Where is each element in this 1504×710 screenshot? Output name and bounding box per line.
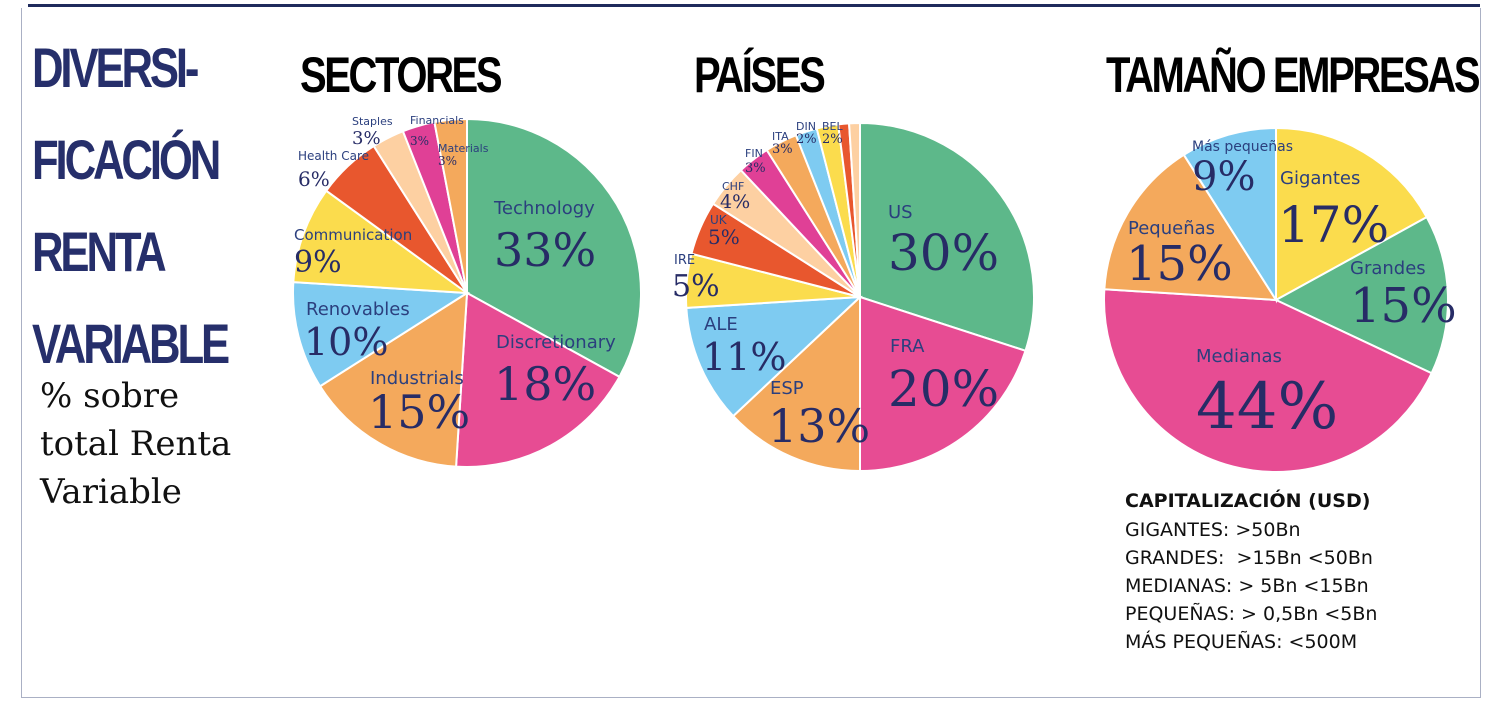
tamano-slice-pequenas bbox=[1103, 153, 1278, 302]
top-border bbox=[28, 4, 1480, 7]
paises-chart-title: PAÍSES bbox=[694, 47, 826, 103]
tamano-label-medianas: Medianas bbox=[1196, 346, 1282, 367]
paises-value-bel: 2% bbox=[822, 132, 843, 147]
paises-value-ire: 5% bbox=[672, 269, 720, 304]
tamano-label-mas-pequenas: Más pequeñas bbox=[1192, 139, 1293, 155]
tamano-slice-grandes bbox=[1273, 215, 1449, 375]
sectores-slice-discretionary bbox=[455, 291, 621, 469]
paises-label-ire: IRE bbox=[674, 253, 695, 268]
legend-line-mas-pequenas: MÁS PEQUEÑAS: <500M bbox=[1125, 631, 1358, 653]
sectores-label-financials: Financials bbox=[410, 114, 464, 127]
right-border bbox=[1480, 8, 1481, 698]
tamano-value-medianas: 44% bbox=[1196, 370, 1338, 444]
sectores-slice-industrials bbox=[318, 291, 469, 468]
capitalization-legend: CAPITALIZACIÓN (USD) GIGANTES: >50Bn GRA… bbox=[1125, 490, 1377, 659]
subtitle: % sobre total Renta Variable bbox=[40, 372, 270, 516]
paises-label-fra: FRA bbox=[890, 336, 925, 357]
sectores-value-industrials: 15% bbox=[368, 385, 470, 439]
sectores-slice-renovables bbox=[291, 281, 471, 388]
sectores-label-industrials: Industrials bbox=[370, 368, 464, 389]
paises-value-fin: 3% bbox=[745, 161, 766, 176]
tamano-value-grandes: 15% bbox=[1350, 278, 1457, 334]
paises-slice-us bbox=[859, 121, 1035, 353]
sectores-label-discretionary: Discretionary bbox=[496, 332, 616, 353]
tamano-value-mas-pequenas: 9% bbox=[1192, 154, 1255, 200]
paises-slice-esp bbox=[731, 294, 861, 473]
sectores-label-health-care: Health Care bbox=[298, 149, 369, 163]
paises-label-ita: ITA bbox=[772, 130, 789, 143]
legend-line-medianas: MEDIANAS: > 5Bn <15Bn bbox=[1125, 575, 1369, 597]
main-title-line-3: RENTA bbox=[32, 220, 167, 283]
paises-label-fin: FIN bbox=[745, 147, 763, 160]
sectores-value-technology: 33% bbox=[494, 223, 596, 277]
tamano-chart-title: TAMAÑO EMPRESAS bbox=[1106, 47, 1481, 103]
sectores-value-communication: 9% bbox=[294, 245, 342, 280]
sectores-slice-materials bbox=[433, 117, 468, 294]
tamano-label-pequenas: Pequeñas bbox=[1128, 218, 1215, 239]
bottom-border bbox=[21, 697, 1481, 698]
tamano-slice-gigantes bbox=[1275, 126, 1429, 302]
paises-label-uk: UK bbox=[710, 213, 728, 227]
tamano-slice-mas-pequenas bbox=[1182, 126, 1277, 304]
subtitle-line-1: % sobre bbox=[40, 376, 180, 416]
main-title-line-1: DIVERSI- bbox=[32, 36, 199, 99]
sectores-value-staples: 3% bbox=[352, 128, 381, 149]
paises-slice-ale bbox=[685, 295, 863, 418]
paises-value-din: 2% bbox=[796, 132, 817, 147]
paises-label-ale: ALE bbox=[704, 314, 738, 335]
paises-value-uk: 5% bbox=[708, 225, 740, 249]
paises-label-din: DIN bbox=[796, 120, 816, 133]
sectores-label-technology: Technology bbox=[493, 198, 595, 219]
paises-label-bel: BEL bbox=[822, 120, 843, 133]
subtitle-line-2: total Renta bbox=[40, 424, 232, 464]
paises-label-chf: CHF bbox=[722, 180, 744, 193]
sectores-label-communication: Communication bbox=[294, 226, 412, 244]
legend-line-grandes: GRANDES: >15Bn <50Bn bbox=[1125, 547, 1373, 569]
sectores-label-staples: Staples bbox=[352, 115, 393, 128]
tamano-value-gigantes: 17% bbox=[1278, 196, 1389, 254]
sectores-value-renovables: 10% bbox=[304, 320, 388, 364]
left-border bbox=[21, 8, 22, 698]
legend-line-pequenas: PEQUEÑAS: > 0,5Bn <5Bn bbox=[1125, 603, 1378, 625]
tamano-slice-medianas bbox=[1103, 288, 1433, 473]
paises-value-chf: 4% bbox=[720, 191, 750, 213]
tamano-label-gigantes: Gigantes bbox=[1280, 168, 1360, 189]
paises-label-esp: ESP bbox=[770, 378, 804, 399]
sectores-value-health-care: 6% bbox=[298, 167, 330, 191]
main-title-line-4: VARIABLE bbox=[32, 312, 230, 375]
paises-value-ita: 3% bbox=[772, 142, 793, 157]
paises-value-ale: 11% bbox=[702, 335, 786, 379]
paises-slice-fra bbox=[859, 295, 1027, 473]
paises-value-esp: 13% bbox=[768, 399, 870, 453]
paises-slice-unlabeled-12 bbox=[848, 121, 861, 298]
subtitle-line-3: Variable bbox=[40, 472, 182, 512]
sectores-slice-communication bbox=[292, 189, 471, 295]
sectores-value-financials: 3% bbox=[410, 134, 429, 148]
tamano-value-pequenas: 15% bbox=[1126, 236, 1233, 292]
sectores-value-materials: 3% bbox=[438, 154, 457, 168]
sectores-chart-title: SECTORES bbox=[300, 47, 503, 103]
sectores-value-discretionary: 18% bbox=[494, 357, 596, 411]
legend-line-gigantes: GIGANTES: >50Bn bbox=[1125, 519, 1301, 541]
main-title: DIVERSI- FICACIÓN RENTA VARIABLE bbox=[32, 22, 230, 390]
sectores-label-materials: Materials bbox=[438, 142, 489, 155]
paises-value-fra: 20% bbox=[888, 360, 999, 418]
sectores-label-renovables: Renovables bbox=[306, 299, 410, 320]
sectores-slice-technology bbox=[466, 117, 643, 379]
legend-title: CAPITALIZACIÓN (USD) bbox=[1125, 490, 1371, 512]
tamano-label-grandes: Grandes bbox=[1350, 258, 1426, 279]
paises-label-us: US bbox=[888, 202, 913, 223]
paises-value-us: 30% bbox=[888, 224, 999, 282]
main-title-line-2: FICACIÓN bbox=[32, 128, 221, 191]
